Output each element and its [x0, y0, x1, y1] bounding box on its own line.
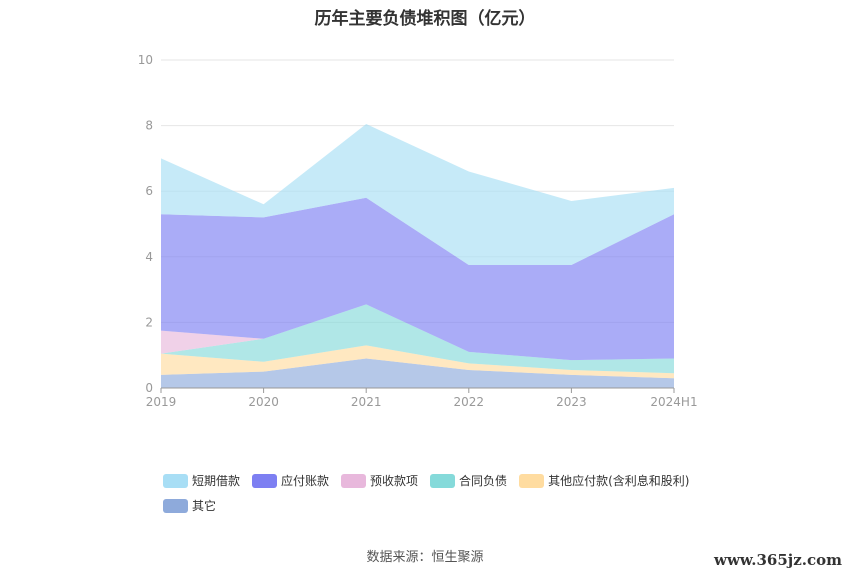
- area-layer: [161, 124, 674, 388]
- watermark: www.365jz.com: [714, 551, 842, 569]
- area-series-2: [161, 304, 674, 374]
- y-tick-label: 4: [145, 250, 153, 264]
- legend-item[interactable]: 应付账款: [252, 472, 329, 489]
- legend-label: 应付账款: [281, 474, 330, 488]
- area-series-4: [161, 197, 674, 361]
- area-series-5: [161, 124, 674, 265]
- legend-label: 其它: [192, 499, 217, 513]
- legend-swatch: [341, 473, 367, 488]
- legend: 短期借款 应付账款 预收款项 合同负债 其他应付款(含利息和股利) 其它: [163, 472, 723, 522]
- legend-label: 其他应付款(含利息和股利): [548, 474, 690, 488]
- area-series-0: [161, 358, 674, 388]
- legend-swatch: [430, 473, 456, 488]
- legend-label: 合同负债: [459, 474, 508, 488]
- legend-item[interactable]: 预收款项: [341, 472, 418, 489]
- area-series-1: [161, 345, 674, 379]
- y-tick-label: 6: [145, 184, 153, 198]
- legend-swatch: [163, 473, 188, 488]
- x-tick-label: 2022: [454, 395, 485, 409]
- legend-swatch: [519, 473, 545, 488]
- x-tick-label: 2019: [146, 395, 177, 409]
- legend-swatch: [252, 473, 278, 488]
- y-tick-label: 2: [145, 315, 153, 329]
- legend-label: 短期借款: [192, 474, 241, 488]
- legend-item[interactable]: 其它: [163, 497, 216, 514]
- legend-item[interactable]: 其他应付款(含利息和股利): [519, 472, 689, 489]
- x-tick-label: 2020: [248, 395, 279, 409]
- data-source-label: 数据来源：恒生聚源: [366, 550, 484, 565]
- y-tick-label: 8: [145, 119, 153, 133]
- legend-item[interactable]: 合同负债: [430, 472, 507, 489]
- legend-item[interactable]: 短期借款: [163, 472, 240, 489]
- x-tick-label: 2024H1: [650, 395, 697, 409]
- y-tick-label: 10: [138, 53, 153, 67]
- y-tick-label: 0: [145, 381, 153, 395]
- legend-label: 预收款项: [370, 474, 419, 488]
- x-tick-label: 2023: [556, 395, 587, 409]
- legend-swatch: [163, 498, 188, 513]
- axis-layer: 0 2 4 6 8 10 2019 2020 2021 2022 2023 2024H1: [138, 53, 698, 409]
- chart-title: 历年主要负债堆积图（亿元）: [314, 9, 536, 29]
- x-tick-label: 2021: [351, 395, 382, 409]
